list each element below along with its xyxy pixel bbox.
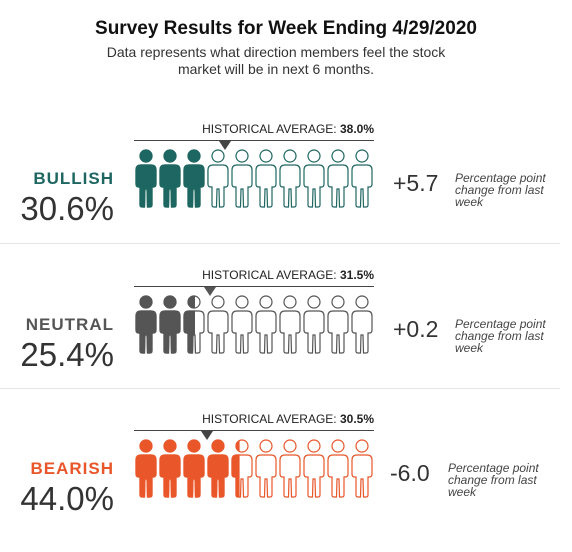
change-note: Percentage point change from last week bbox=[448, 461, 539, 499]
historical-average-value: 31.5% bbox=[339, 268, 374, 282]
historical-average-line bbox=[134, 140, 374, 141]
person-icon bbox=[303, 295, 325, 354]
historical-average-value: 38.0% bbox=[339, 122, 374, 136]
person-icon bbox=[351, 149, 373, 208]
category-value: 25.4% bbox=[20, 336, 114, 373]
person-icon bbox=[207, 295, 229, 354]
person-icon bbox=[327, 149, 349, 208]
historical-average-marker bbox=[201, 431, 214, 440]
person-icon bbox=[351, 295, 373, 354]
historical-average-line bbox=[134, 286, 374, 287]
change-value: +0.2 bbox=[393, 316, 439, 342]
person-icon bbox=[255, 439, 277, 498]
person-icon bbox=[135, 295, 157, 354]
historical-average-label: HISTORICAL AVERAGE: 31.5% bbox=[134, 268, 374, 282]
person-icon bbox=[303, 149, 325, 208]
person-icon-row bbox=[135, 439, 373, 498]
person-icon bbox=[207, 439, 229, 498]
category-label: NEUTRAL bbox=[25, 315, 114, 334]
historical-average-text: HISTORICAL AVERAGE: bbox=[202, 268, 340, 282]
person-icon bbox=[135, 149, 157, 208]
person-icon bbox=[255, 295, 277, 354]
historical-average-marker bbox=[219, 141, 232, 150]
historical-average-label: HISTORICAL AVERAGE: 30.5% bbox=[134, 412, 374, 426]
person-icon bbox=[231, 295, 253, 354]
person-icon bbox=[255, 149, 277, 208]
person-icon bbox=[303, 439, 325, 498]
category-value: 30.6% bbox=[20, 190, 114, 227]
person-icon bbox=[279, 439, 301, 498]
historical-average-value: 30.5% bbox=[339, 412, 374, 426]
person-icon bbox=[183, 439, 205, 498]
person-icon bbox=[159, 439, 181, 498]
historical-average-text: HISTORICAL AVERAGE: bbox=[202, 122, 340, 136]
divider bbox=[0, 243, 560, 244]
person-icon bbox=[135, 439, 157, 498]
person-icon bbox=[159, 295, 181, 354]
section-neutral: HISTORICAL AVERAGE: 31.5% NEUTRAL 25.4% +0.… bbox=[0, 258, 572, 408]
change-note: Percentage point change from last week bbox=[455, 171, 546, 209]
section-bullish: HISTORICAL AVERAGE: 38.0% BULLISH 30.6% +5.… bbox=[0, 112, 572, 262]
person-icon bbox=[159, 149, 181, 208]
person-icon bbox=[279, 295, 301, 354]
chart-title: Survey Results for Week Ending 4/29/2020 bbox=[95, 18, 477, 39]
person-icon bbox=[279, 149, 301, 208]
historical-average-marker bbox=[203, 287, 216, 296]
category-label: BULLISH bbox=[33, 169, 114, 188]
person-icon bbox=[183, 295, 205, 354]
person-icon bbox=[231, 149, 253, 208]
person-icon bbox=[207, 149, 229, 208]
category-value: 44.0% bbox=[20, 480, 114, 517]
person-icon bbox=[327, 439, 349, 498]
historical-average-line bbox=[134, 430, 374, 431]
historical-average-label: HISTORICAL AVERAGE: 38.0% bbox=[134, 122, 374, 136]
change-value: +5.7 bbox=[393, 170, 439, 196]
person-icon bbox=[183, 149, 205, 208]
change-note: Percentage point change from last week bbox=[455, 317, 546, 355]
section-bearish: HISTORICAL AVERAGE: 30.5% BEARISH 44.0% -6.… bbox=[0, 402, 572, 552]
historical-average-text: HISTORICAL AVERAGE: bbox=[202, 412, 340, 426]
person-icon bbox=[327, 295, 349, 354]
person-icon-row bbox=[135, 149, 373, 208]
category-label: BEARISH bbox=[30, 459, 114, 478]
divider bbox=[0, 388, 560, 389]
person-icon-row bbox=[135, 295, 373, 354]
person-icon bbox=[351, 439, 373, 498]
change-value: -6.0 bbox=[390, 460, 430, 486]
chart-subtitle: Data represents what direction members f… bbox=[106, 44, 446, 77]
person-icon bbox=[231, 439, 253, 498]
